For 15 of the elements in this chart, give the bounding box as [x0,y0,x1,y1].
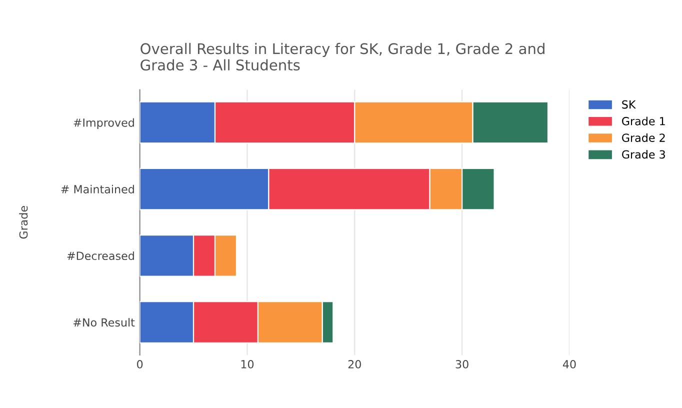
y-tick-label: #Decreased [67,251,134,260]
y-axis-title: Grade [19,206,28,239]
legend-label: SK [622,100,636,109]
y-tick-label: #No Result [74,318,135,327]
chart-title: Overall Results in Literacy for SK, Grade 1, Grade 2 and Grade 3 - All Students [140,42,544,71]
legend-label: Grade 3 [622,150,665,159]
x-tick-label: 20 [348,360,361,368]
x-tick-label: 10 [241,360,254,368]
x-tick-label: 0 [137,360,143,368]
x-tick-label: 30 [456,360,468,368]
y-tick-label: # Maintained [61,184,134,194]
legend-label: Grade 2 [622,133,665,142]
y-tick-label: #Improved [74,118,134,129]
x-tick-label: 40 [562,360,576,368]
legend-label: Grade 1 [622,116,665,126]
